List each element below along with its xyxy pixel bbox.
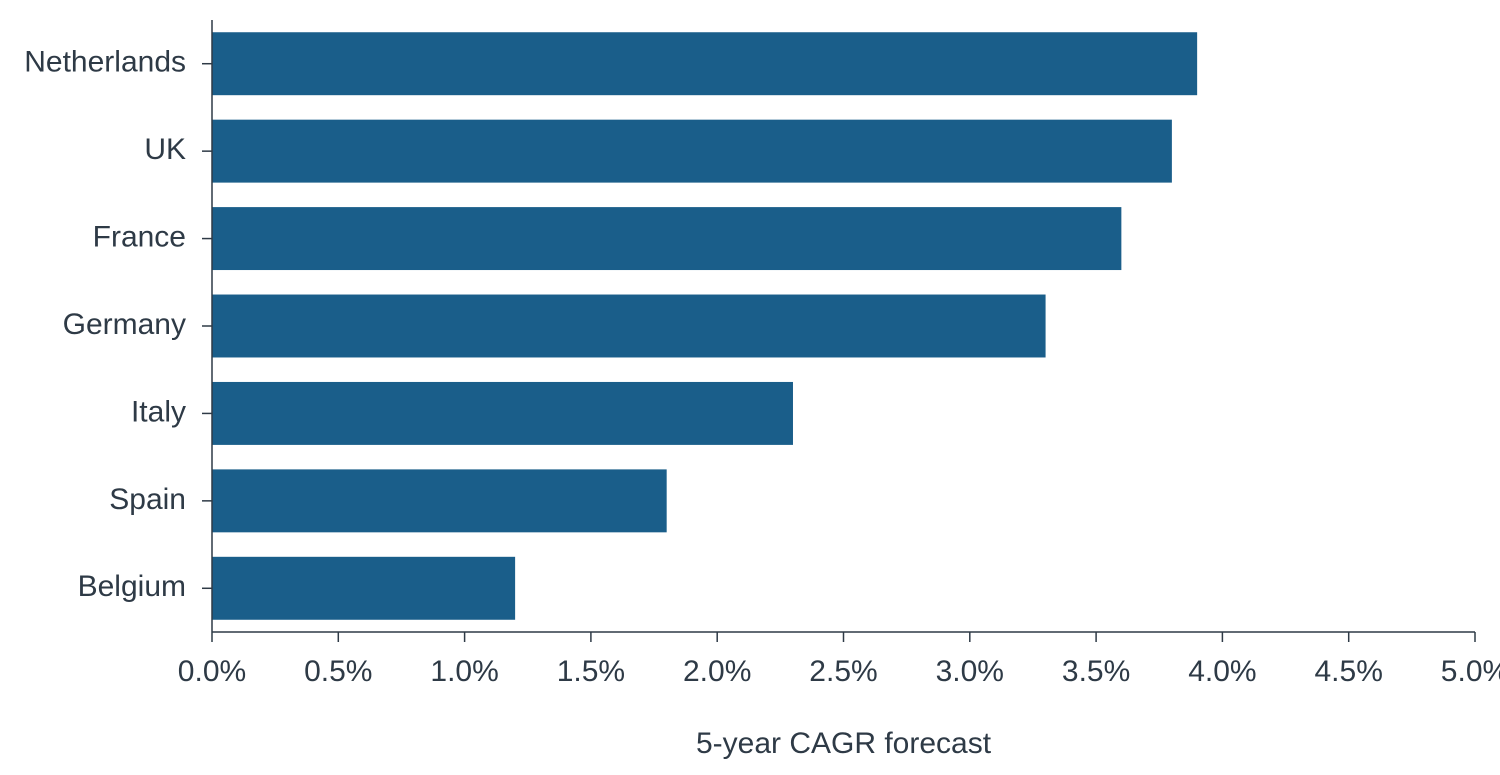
x-tick-label: 3.5% bbox=[1062, 655, 1130, 688]
bar bbox=[212, 382, 793, 445]
x-tick-label: 4.5% bbox=[1315, 655, 1383, 688]
y-tick-label: Italy bbox=[131, 395, 186, 428]
y-tick-label: UK bbox=[144, 133, 186, 166]
bar bbox=[212, 120, 1172, 183]
bar bbox=[212, 32, 1197, 95]
y-tick-label: France bbox=[93, 220, 186, 253]
bar bbox=[212, 557, 515, 620]
x-tick-label: 1.0% bbox=[430, 655, 498, 688]
x-tick-label: 3.0% bbox=[936, 655, 1004, 688]
y-tick-label: Belgium bbox=[78, 570, 186, 603]
y-tick-label: Spain bbox=[109, 483, 186, 516]
bar bbox=[212, 469, 667, 532]
bar bbox=[212, 207, 1121, 270]
x-axis-title: 5-year CAGR forecast bbox=[696, 727, 992, 760]
x-tick-label: 0.0% bbox=[178, 655, 246, 688]
x-tick-label: 1.5% bbox=[557, 655, 625, 688]
x-tick-label: 0.5% bbox=[304, 655, 372, 688]
y-tick-label: Netherlands bbox=[24, 46, 186, 79]
x-tick-label: 5.0% bbox=[1441, 655, 1500, 688]
bar bbox=[212, 295, 1046, 358]
cagr-bar-chart: 0.0% 0.5% 1.0% 1.5% 2.0% 2.5% 3.0% 3.5% 4.0% 4.5%… bbox=[0, 0, 1500, 775]
x-tick-label: 4.0% bbox=[1188, 655, 1256, 688]
y-tick-label: Germany bbox=[63, 308, 186, 341]
x-tick-label: 2.5% bbox=[809, 655, 877, 688]
x-tick-label: 2.0% bbox=[683, 655, 751, 688]
